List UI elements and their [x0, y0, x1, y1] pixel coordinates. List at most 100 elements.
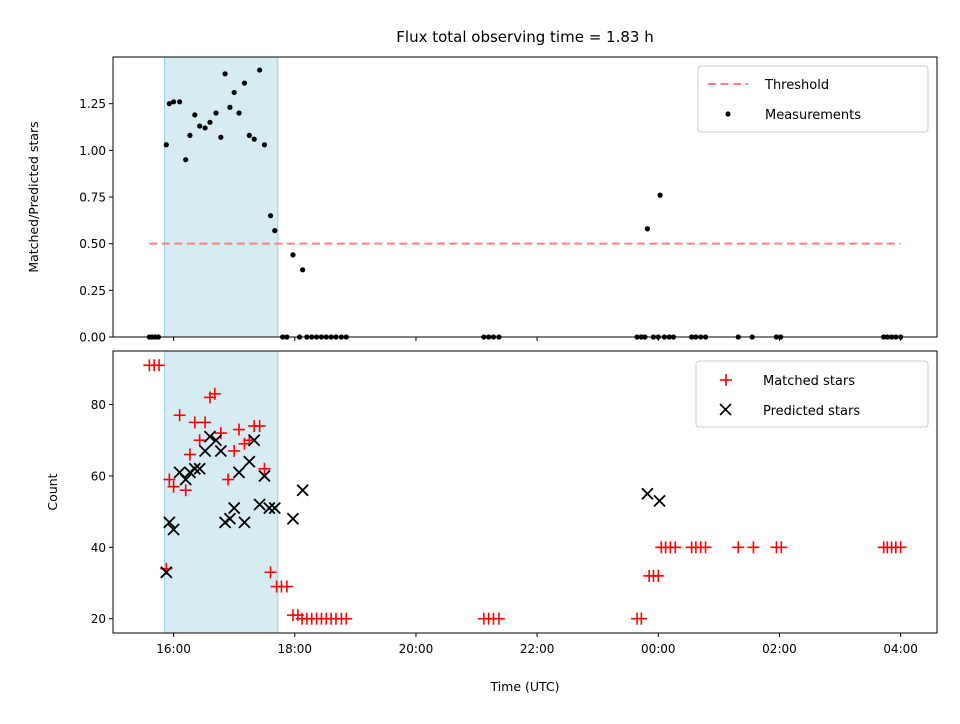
top-y-axis-label: Matched/Predicted stars	[26, 121, 41, 272]
matched-stars-point	[163, 473, 176, 486]
legend-threshold-label: Threshold	[764, 78, 829, 93]
predicted-stars-point	[268, 501, 281, 515]
top-observing-window-shade	[164, 56, 279, 338]
predicted-stars-point	[243, 455, 256, 468]
measurement-point	[300, 267, 306, 273]
matched-stars-point	[179, 484, 192, 497]
matched-stars-point	[233, 423, 246, 436]
predicted-stars-point	[296, 484, 309, 497]
bottom-y-tick-label: 60	[91, 469, 106, 483]
predicted-stars-point	[238, 516, 251, 529]
measurement-point	[657, 192, 663, 198]
predicted-stars-point	[286, 512, 300, 525]
matched-stars-point	[894, 541, 907, 554]
measurement-point	[251, 136, 257, 142]
bottom-y-tick-label: 40	[91, 541, 106, 555]
legend-predicted-label: Predicted stars	[763, 404, 860, 419]
measurement-point	[267, 213, 274, 219]
x-tick-label: 18:00	[277, 642, 312, 656]
measurement-point	[227, 104, 233, 110]
matched-stars-point	[652, 569, 665, 582]
predicted-stars-point	[248, 434, 261, 447]
top-axes-frame	[112, 56, 938, 338]
bottom-observing-window-shade	[164, 350, 279, 634]
predicted-stars-point	[209, 434, 223, 447]
matched-stars-point	[258, 462, 271, 475]
predicted-stars-point	[258, 469, 271, 483]
chart-title: Flux total observing time = 1.83 h	[396, 28, 653, 46]
legend-measurements-swatch	[725, 111, 731, 117]
predicted-stars-point	[214, 444, 227, 458]
measurement-point	[202, 125, 208, 131]
x-tick-label: 20:00	[399, 642, 434, 656]
x-tick-label: 16:00	[156, 642, 191, 656]
matched-stars-point	[264, 566, 277, 579]
matched-stars-point	[253, 419, 266, 432]
measurement-point	[272, 228, 278, 234]
matched-stars-point	[699, 541, 712, 554]
matched-stars-point	[199, 416, 212, 429]
x-tick-label: 00:00	[641, 642, 676, 656]
matched-stars-point	[635, 612, 648, 625]
x-axis-label: Time (UTC)	[489, 679, 559, 694]
measurement-point	[163, 142, 169, 148]
measurement-point	[213, 110, 219, 116]
measurement-point	[218, 134, 224, 140]
top-y-tick-label: 0.00	[79, 331, 106, 345]
legend-predicted-swatch	[719, 403, 732, 416]
predicted-stars-point	[253, 498, 266, 511]
matched-stars-point	[747, 541, 760, 554]
measurement-point	[222, 71, 228, 77]
measurement-point	[197, 123, 203, 129]
matched-stars-point	[188, 416, 201, 429]
measurement-point	[187, 132, 193, 138]
predicted-stars-point	[198, 444, 212, 458]
matched-stars-point	[492, 612, 505, 625]
measurement-point	[241, 80, 248, 86]
x-tick-label: 04:00	[883, 642, 918, 656]
top-y-axis-ticks: 0.00 0.25 0.50 0.75 1.00 1.25	[79, 97, 113, 345]
top-legend: Threshold Measurements	[697, 65, 929, 133]
bottom-y-axis-ticks: 20 40 60 80	[91, 398, 113, 626]
measurement-point	[644, 226, 650, 232]
predicted-stars-point	[653, 494, 666, 508]
bottom-y-axis-label: Count	[45, 473, 60, 510]
top-y-tick-label: 1.00	[79, 144, 106, 158]
predicted-stars-point	[641, 487, 654, 500]
measurement-point	[207, 119, 213, 125]
predicted-stars-point	[193, 462, 206, 475]
matched-stars-point	[167, 480, 180, 493]
measurement-point	[192, 112, 198, 118]
legend-measurements-label: Measurements	[765, 108, 861, 123]
predicted-stars-point	[188, 462, 201, 475]
measurement-point	[290, 252, 296, 258]
matched-stars-point	[669, 541, 682, 554]
matched-stars-point	[193, 434, 206, 447]
bottom-axes-frame	[112, 350, 938, 634]
measurement-point	[257, 67, 263, 73]
top-panel: 0.00 0.25 0.50 0.75 1.00 1.25 Matched/Predict…	[26, 56, 938, 345]
measurement-point	[177, 99, 183, 105]
legend-matched-swatch	[720, 374, 732, 386]
predicted-stars-series	[160, 430, 666, 579]
measurement-point	[231, 89, 237, 96]
predicted-stars-point	[179, 473, 192, 486]
bottom-panel: 20 40 60 80 16:00 18:00 20:00 22:00 00:00 02:00 0…	[45, 350, 938, 694]
top-x-axis-ticks	[173, 337, 902, 341]
measurement-point	[166, 101, 172, 107]
predicted-stars-point	[167, 523, 180, 536]
predicted-stars-point	[232, 466, 246, 479]
matched-stars-point	[214, 427, 227, 440]
legend-matched-label: Matched stars	[763, 374, 855, 389]
bottom-y-tick-label: 80	[91, 398, 106, 412]
bottom-legend: Matched stars Predicted stars	[695, 360, 929, 428]
top-y-tick-label: 1.25	[79, 97, 106, 111]
x-tick-label: 02:00	[762, 642, 797, 656]
matched-stars-point	[208, 387, 221, 400]
predicted-stars-point	[228, 501, 241, 515]
matched-stars-point	[732, 541, 745, 554]
measurement-point	[236, 110, 242, 116]
matched-stars-point	[183, 448, 196, 461]
top-y-tick-label: 0.25	[79, 284, 106, 298]
matched-stars-point	[153, 359, 166, 372]
